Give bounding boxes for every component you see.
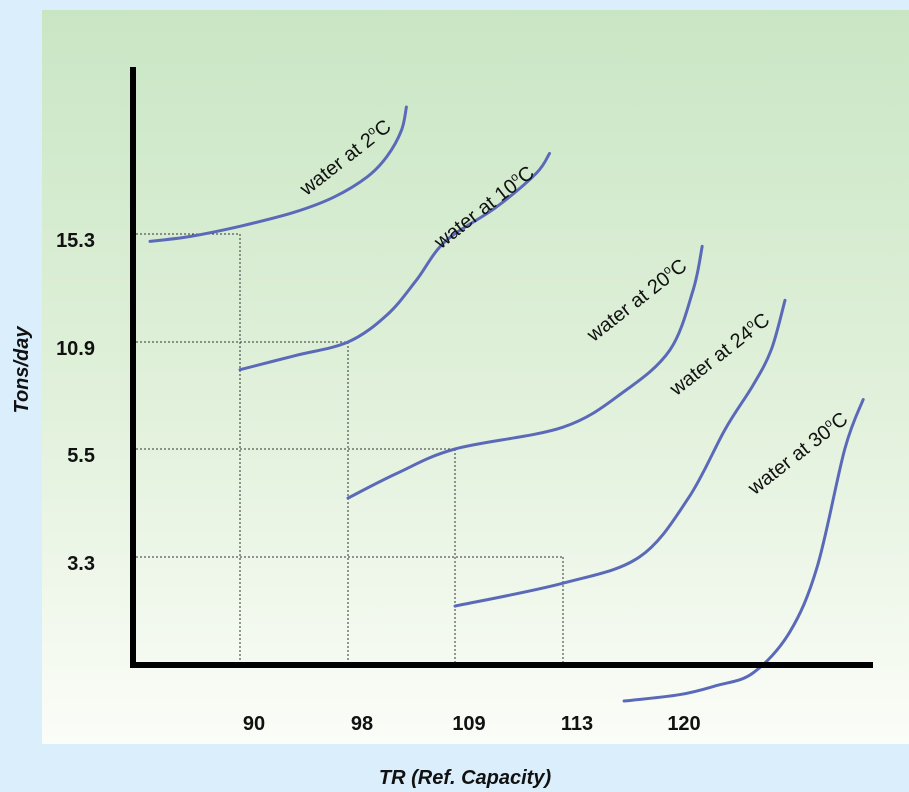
x-tick-label: 90 xyxy=(243,713,265,735)
series-line-2 xyxy=(238,151,551,372)
x-tick-label: 120 xyxy=(667,713,700,735)
x-axis-title: TR (Ref. Capacity) xyxy=(379,767,552,789)
plot-background xyxy=(42,10,909,744)
series-line-4 xyxy=(453,298,787,608)
series-line-1 xyxy=(148,105,408,243)
y-tick-label: 15.3 xyxy=(56,230,95,252)
y-axis-title: Tons/day xyxy=(11,326,33,414)
series-line-5 xyxy=(622,398,865,703)
y-tick-label: 10.9 xyxy=(56,338,95,360)
x-tick-label: 109 xyxy=(452,713,485,735)
x-tick-label: 113 xyxy=(561,713,593,735)
y-tick-label: 5.5 xyxy=(67,445,95,467)
y-tick-label: 3.3 xyxy=(67,553,95,575)
x-tick-label: 98 xyxy=(351,713,373,735)
series-line-3 xyxy=(346,244,704,500)
